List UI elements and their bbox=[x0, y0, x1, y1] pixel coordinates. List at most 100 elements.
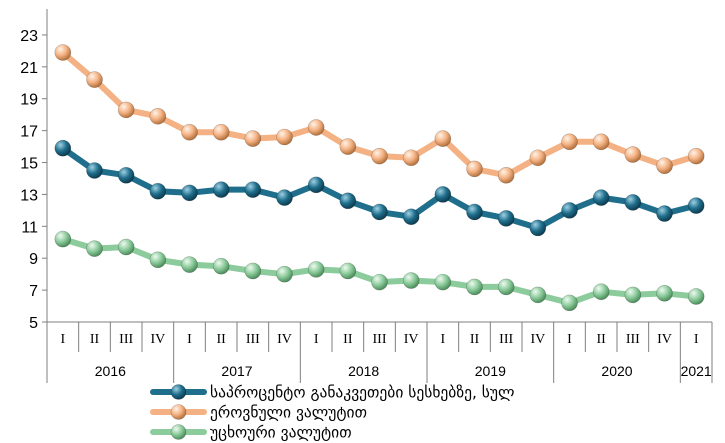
data-point bbox=[212, 181, 230, 198]
x-quarter-label: II bbox=[90, 332, 100, 347]
x-quarter-label: IV bbox=[657, 332, 672, 347]
legend-item-2: უცხოური ვალუტით bbox=[150, 424, 352, 442]
legend-marker bbox=[170, 384, 187, 400]
data-point bbox=[244, 130, 262, 147]
y-tick-label: 15 bbox=[20, 156, 38, 173]
x-quarter-label: I bbox=[440, 332, 445, 347]
data-point bbox=[86, 240, 103, 257]
x-quarter-label: II bbox=[597, 332, 607, 347]
data-point bbox=[656, 284, 673, 302]
x-quarter-label: III bbox=[499, 332, 513, 347]
data-point bbox=[86, 162, 103, 179]
x-quarter-label: IV bbox=[150, 332, 165, 347]
x-year-label: 2021 bbox=[681, 363, 712, 379]
data-point bbox=[149, 107, 167, 125]
x-quarter-label: III bbox=[373, 332, 387, 347]
data-point bbox=[624, 146, 642, 163]
data-point bbox=[149, 182, 167, 200]
data-point bbox=[339, 192, 357, 210]
legend: საპროცენტო განაკვეთები სესხებზე, სულ ეროვ… bbox=[150, 384, 515, 442]
data-point bbox=[54, 139, 72, 157]
data-point bbox=[687, 147, 705, 165]
data-point bbox=[181, 123, 198, 141]
data-point bbox=[181, 256, 198, 273]
data-point bbox=[86, 71, 103, 88]
x-quarter-label: IV bbox=[404, 332, 419, 347]
data-point bbox=[117, 166, 135, 184]
x-quarter-label: III bbox=[626, 332, 640, 347]
data-point bbox=[466, 203, 483, 221]
legend-marker bbox=[170, 404, 187, 420]
x-quarter-label: I bbox=[187, 332, 192, 347]
x-quarter-label: I bbox=[694, 332, 699, 347]
data-point bbox=[276, 189, 293, 206]
data-point bbox=[244, 262, 262, 280]
x-quarter-label: II bbox=[217, 332, 227, 347]
data-point bbox=[276, 265, 293, 283]
x-year-label: 2016 bbox=[95, 363, 126, 379]
y-tick-label: 5 bbox=[29, 315, 38, 332]
series-1 bbox=[54, 44, 705, 184]
legend-label: საპროცენტო განაკვეთები სესხებზე, სულ bbox=[210, 384, 515, 402]
data-point bbox=[434, 273, 452, 291]
data-point bbox=[561, 202, 578, 219]
data-point bbox=[276, 128, 293, 146]
data-point bbox=[117, 101, 135, 119]
x-year-label: 2019 bbox=[475, 363, 506, 379]
data-point bbox=[529, 286, 547, 304]
data-point bbox=[656, 205, 673, 222]
x-quarter-label: I bbox=[314, 332, 319, 347]
data-point bbox=[149, 251, 167, 269]
data-point bbox=[624, 194, 642, 211]
data-point bbox=[339, 262, 357, 280]
data-point bbox=[54, 44, 72, 61]
series-layer bbox=[54, 44, 705, 312]
data-point bbox=[244, 181, 262, 198]
data-point bbox=[307, 119, 325, 136]
data-point bbox=[561, 133, 578, 151]
data-point bbox=[592, 189, 610, 206]
data-point bbox=[497, 210, 515, 227]
data-point bbox=[402, 149, 420, 167]
y-tick-label: 21 bbox=[20, 60, 38, 77]
data-point bbox=[117, 238, 135, 256]
data-point bbox=[339, 138, 357, 155]
data-point bbox=[687, 197, 705, 214]
y-tick-label: 7 bbox=[29, 283, 38, 300]
data-point bbox=[371, 273, 388, 291]
y-tick-label: 19 bbox=[20, 92, 38, 109]
legend-marker bbox=[170, 424, 187, 440]
y-tick-label: 9 bbox=[29, 251, 38, 268]
data-point bbox=[371, 203, 388, 221]
data-point bbox=[307, 176, 325, 194]
y-tick-label: 11 bbox=[21, 219, 38, 236]
legend-item-1: ეროვნული ვალუტით bbox=[150, 404, 367, 422]
series-0 bbox=[54, 139, 705, 237]
data-point bbox=[497, 166, 515, 184]
data-point bbox=[371, 147, 388, 165]
legend-label: უცხოური ვალუტით bbox=[210, 424, 352, 442]
legend-item-0: საპროცენტო განაკვეთები სესხებზე, სულ bbox=[150, 384, 515, 402]
legend-label: ეროვნული ვალუტით bbox=[210, 404, 367, 422]
x-year-label: 2018 bbox=[348, 363, 379, 379]
y-tick-label: 13 bbox=[20, 187, 38, 204]
y-tick-label: 17 bbox=[20, 124, 38, 141]
data-point bbox=[466, 160, 483, 178]
x-quarter-label: III bbox=[246, 332, 260, 347]
x-quarter-label: II bbox=[343, 332, 353, 347]
x-quarter-label: IV bbox=[277, 332, 292, 347]
x-quarter-label: II bbox=[470, 332, 480, 347]
data-point bbox=[592, 133, 610, 151]
data-point bbox=[54, 230, 72, 248]
series-2 bbox=[54, 230, 705, 312]
data-point bbox=[181, 184, 198, 202]
x-year-label: 2020 bbox=[601, 363, 632, 379]
x-year-label: 2017 bbox=[221, 363, 252, 379]
y-tick-label: 23 bbox=[20, 28, 38, 45]
x-quarter-label: III bbox=[119, 332, 133, 347]
data-point bbox=[497, 278, 515, 296]
data-point bbox=[402, 272, 420, 289]
data-point bbox=[466, 278, 483, 296]
data-point bbox=[592, 283, 610, 301]
